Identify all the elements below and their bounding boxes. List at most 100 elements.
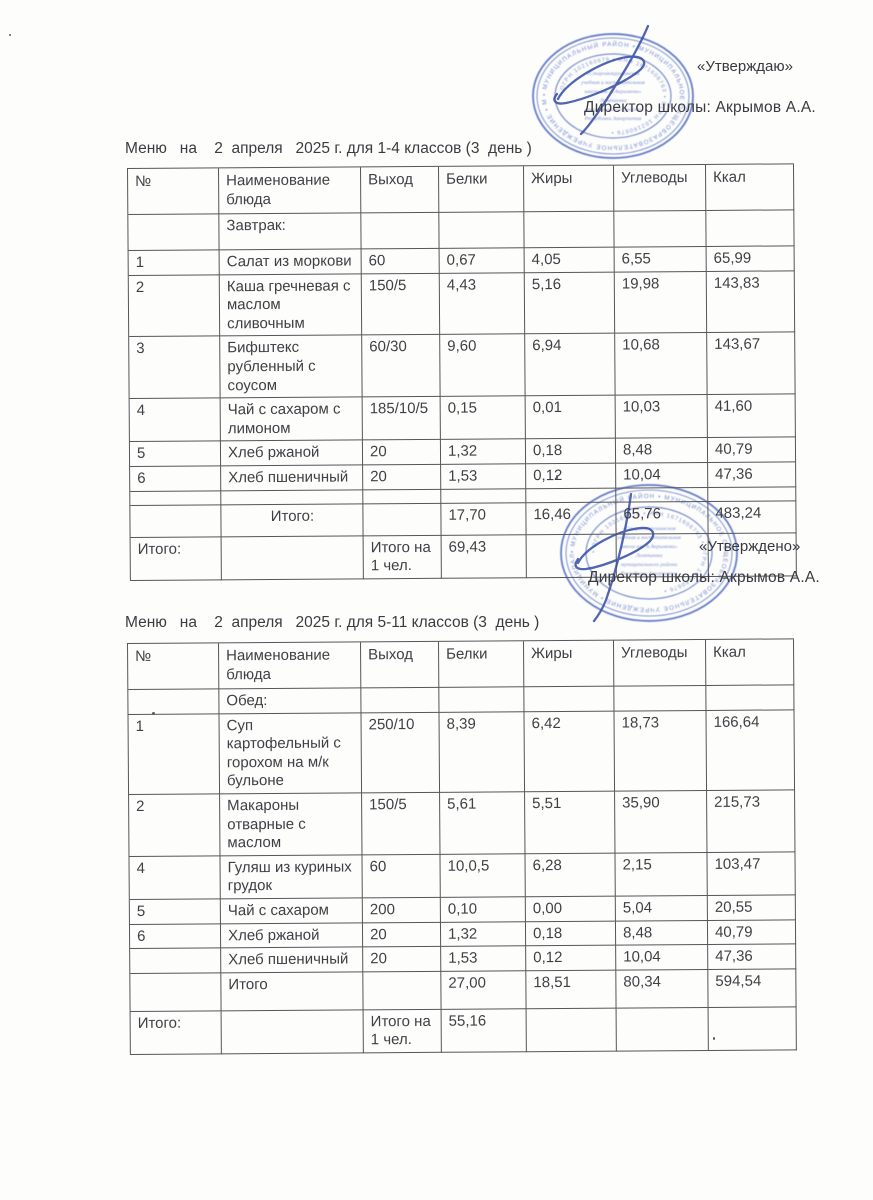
table-cell: Хлеб пшеничный xyxy=(221,465,364,491)
column-header: Углеводы xyxy=(613,164,707,212)
column-header: Жиры xyxy=(523,640,615,688)
table-cell xyxy=(526,488,617,503)
table-row: Итого: 17,70 16,46 65,76 483,24 xyxy=(130,500,797,538)
table-cell xyxy=(221,489,364,505)
row-number-cell: 4 xyxy=(129,856,221,900)
table-cell xyxy=(706,210,795,247)
director-line-top: Директор школы: Акрымов А.А. xyxy=(584,99,816,116)
table-cell: 35,90 xyxy=(615,790,708,854)
table-cell: 10,03 xyxy=(615,395,708,439)
table-cell xyxy=(361,212,440,250)
table-cell: 250/10 xyxy=(361,712,441,794)
table-cell: Суп картофельный с горохом на м/к бульон… xyxy=(219,712,363,795)
table-cell: Итого на 1 чел. xyxy=(363,535,442,580)
table-cell: 9,60 xyxy=(440,334,526,397)
stamp-ring-text: • МУНИЦИПАЛЬНЫЙ РАЙОН • МУНИЦИПАЛЬНОЕ ОБ… xyxy=(541,40,684,151)
svg-text:• ОГРН 102160676 • ИНН 1671606: • ОГРН 102160676 • ИНН 1671606763 • ОГРН… xyxy=(559,57,667,135)
table-cell: 5,61 xyxy=(440,792,526,855)
column-header: Наименование блюда xyxy=(219,642,362,690)
table-cell: 4,05 xyxy=(524,247,615,273)
table-cell: Макароны отварные с маслом xyxy=(220,793,363,857)
column-header: Ккал xyxy=(705,639,795,686)
row-number-cell xyxy=(130,490,222,506)
signature-top xyxy=(553,24,650,136)
table-row: Итого 27,00 18,51 80,34 594,54 xyxy=(130,969,797,1012)
column-header: Белки xyxy=(438,166,525,213)
approval-quote-top: «Утверждаю» xyxy=(697,58,793,75)
scan-speck xyxy=(713,1037,715,1040)
table-cell: 18,73 xyxy=(614,710,708,792)
scan-speck xyxy=(9,34,11,36)
table-cell: Обед: xyxy=(219,688,362,714)
table-cell: 27,00 xyxy=(441,970,527,1010)
column-header: № xyxy=(128,168,220,215)
table-cell: 5,04 xyxy=(615,895,708,922)
table-row: 2 Каша гречневая с маслом сливочным 150/5 4… xyxy=(128,270,796,338)
table-row: 3 Бифштекс рубленный с соусом 60/30 9,60 6,9… xyxy=(129,332,796,400)
table-cell xyxy=(439,212,525,249)
stamp-text-line: школа им. А.Акрымова» xyxy=(585,89,642,95)
table-cell: Каша гречневая с маслом сливочным xyxy=(219,273,363,337)
table-cell: 40,79 xyxy=(707,437,797,463)
table-cell: 150/5 xyxy=(361,273,441,336)
table-row: 1 Суп картофельный с горохом на м/к бульо… xyxy=(128,709,796,795)
table-cell: 6,94 xyxy=(525,333,616,397)
stamp-text-line: учебная и воспитательная xyxy=(580,79,645,86)
row-number-cell: Итого: xyxy=(130,1011,222,1055)
table-cell xyxy=(221,535,364,581)
row-number-cell: 4 xyxy=(129,398,221,443)
row-number-cell: 6 xyxy=(129,923,222,950)
table-cell: 10,0,5 xyxy=(440,853,526,898)
table-cell xyxy=(616,1007,709,1052)
menu-table-1: № Наименование блюда Выход Белки Жиры Углевод… xyxy=(127,163,797,581)
table-cell: 47,36 xyxy=(708,944,797,970)
table-cell xyxy=(441,488,527,504)
table-cell xyxy=(616,487,709,503)
scan-speck xyxy=(152,712,155,715)
table-cell: 143,83 xyxy=(706,270,796,334)
table-cell: Итого xyxy=(221,972,364,1012)
table-cell: 1,32 xyxy=(440,439,527,465)
table-cell: 150/5 xyxy=(362,792,441,856)
table-cell xyxy=(363,971,442,1011)
row-number-cell: 5 xyxy=(129,441,222,467)
table-cell: Чай с сахаром xyxy=(220,898,363,924)
table-cell: 215,73 xyxy=(707,790,796,853)
table-cell: Гуляш из куриных грудок xyxy=(220,855,363,900)
table-row: 4 Гуляш из куриных грудок 60 10,0,5 6,28 2,15… xyxy=(129,852,796,900)
table-cell: 5,16 xyxy=(524,272,616,335)
row-number-cell: 2 xyxy=(129,794,221,857)
table-cell: 0,00 xyxy=(525,896,616,922)
table-cell: 17,70 xyxy=(441,502,527,536)
column-header: Наименование блюда xyxy=(219,167,362,215)
table-cell: 5,51 xyxy=(525,791,616,854)
table-cell: 0,12 xyxy=(526,463,617,489)
table-cell: 20 xyxy=(363,464,442,490)
column-header: Жиры xyxy=(523,165,615,213)
table-cell: 6,28 xyxy=(525,853,616,898)
column-header: Углеводы xyxy=(613,639,707,687)
row-number-cell xyxy=(128,214,220,251)
table-cell: 41,60 xyxy=(707,394,796,439)
row-number-cell: 1 xyxy=(128,250,220,276)
table-cell xyxy=(439,687,525,713)
table-cell: Итого на 1 чел. xyxy=(363,1009,442,1054)
menu-table-2: № Наименование блюда Выход Белки Жиры Углевод… xyxy=(127,638,797,1055)
column-header: Выход xyxy=(361,166,440,214)
table-cell: 6,55 xyxy=(614,246,707,273)
table-cell: 60 xyxy=(362,854,441,899)
svg-text:• МУНИЦИПАЛЬНЫЙ РАЙОН • МУНИЦИ: • МУНИЦИПАЛЬНЫЙ РАЙОН • МУНИЦИПАЛЬНОЕ ОБ… xyxy=(541,40,685,151)
row-number-cell xyxy=(130,948,222,974)
table-cell xyxy=(526,1008,617,1053)
column-header: № xyxy=(128,643,220,690)
director-line-bottom: Директор школы: Акрымов А.А. xyxy=(588,569,820,586)
table-cell: 0,10 xyxy=(440,897,526,923)
column-header: Ккал xyxy=(705,164,795,211)
table-cell: 8,48 xyxy=(615,438,709,464)
table-cell xyxy=(524,211,615,249)
table-row: 2 Макароны отварные с маслом 150/5 5,61 5,51… xyxy=(129,790,796,857)
menu-title-1: Меню на 2 апреля 2025 г. для 1-4 классов… xyxy=(125,140,532,157)
table-cell: 0,18 xyxy=(525,921,617,947)
table-header-row: № Наименование блюда Выход Белки Жиры Углевод… xyxy=(128,639,795,690)
